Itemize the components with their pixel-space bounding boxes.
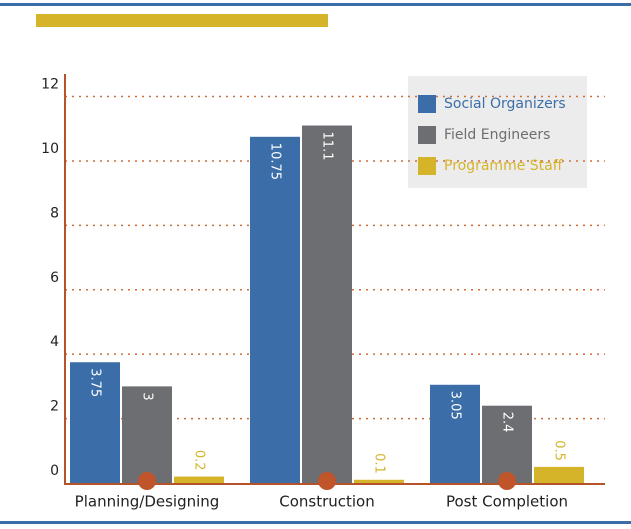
value-label: 2.4 [500, 412, 515, 433]
y-tick-label: 2 [50, 399, 59, 415]
value-label: 0.5 [552, 440, 567, 461]
bar [250, 136, 300, 484]
bar [430, 384, 480, 483]
legend-box [408, 76, 587, 188]
y-tick-label: 12 [41, 77, 59, 93]
bottom-rule [0, 521, 631, 524]
x-tick-label: Post Completion [446, 493, 568, 511]
legend-label: Social Organizers [444, 96, 566, 112]
y-tick-label: 0 [50, 463, 59, 479]
y-tick-label: 10 [41, 141, 59, 157]
value-label: 11.1 [320, 132, 335, 161]
legend-swatch [418, 126, 436, 144]
bar [354, 479, 404, 483]
legend-swatch [418, 157, 436, 175]
top-rule [0, 3, 631, 6]
y-tick-label: 8 [50, 205, 59, 221]
legend-label: Field Engineers [444, 127, 550, 143]
legend-swatch [418, 95, 436, 113]
y-tick-label: 6 [50, 270, 59, 286]
value-label: 3.75 [88, 368, 103, 397]
category-dot [498, 472, 516, 490]
value-label: 3 [140, 392, 155, 400]
x-tick-label: Construction [279, 493, 375, 511]
y-tick-label: 4 [50, 334, 59, 350]
value-label: 0.1 [372, 453, 387, 474]
bar [302, 125, 352, 483]
bar [482, 405, 532, 483]
category-dot [318, 472, 336, 490]
value-label: 3.05 [448, 391, 463, 420]
value-label: 10.75 [268, 143, 283, 180]
value-label: 0.2 [192, 450, 207, 471]
legend-label: Programme Staff [444, 158, 563, 174]
bar [122, 386, 172, 483]
header-bar [36, 14, 328, 27]
x-tick-label: Planning/Designing [75, 493, 220, 511]
bar [70, 362, 120, 483]
category-dot [138, 472, 156, 490]
bar [534, 466, 584, 483]
bar [174, 476, 224, 483]
